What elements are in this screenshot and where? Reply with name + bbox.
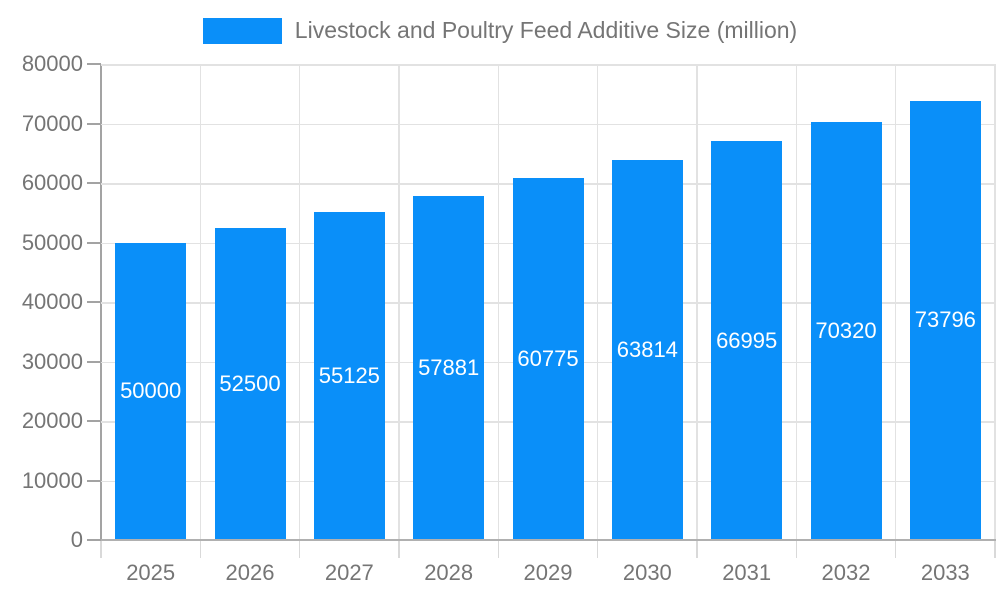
v-gridline-3 (398, 64, 400, 540)
v-gridline-6 (696, 64, 698, 540)
x-tick (100, 541, 102, 558)
legend-label: Livestock and Poultry Feed Additive Size… (294, 17, 798, 43)
y-tick-label: 70000 (21, 110, 83, 136)
bar-value-label: 66995 (716, 327, 778, 353)
bar-value-label: 50000 (120, 378, 182, 404)
bar-value-label: 63814 (616, 337, 678, 363)
v-gridline-8 (894, 64, 897, 540)
y-tick (87, 122, 101, 125)
v-gridline-4 (497, 64, 500, 540)
y-tick (87, 182, 101, 184)
h-gridline-80000 (101, 64, 995, 66)
y-tick (87, 241, 101, 244)
bar-2029: 60775 (512, 178, 584, 540)
x-tick (497, 541, 500, 558)
x-tick (596, 541, 599, 558)
y-tick-label: 50000 (21, 229, 83, 255)
plot-area: 50000 52500 55125 57881 60775 63814 66995 70320… (101, 64, 996, 540)
x-tick-label-2031: 2031 (722, 560, 772, 585)
x-tick-label-2030: 2030 (622, 560, 672, 585)
bar-value-label: 57881 (418, 354, 480, 380)
x-tick (298, 541, 301, 558)
x-tick (894, 541, 897, 558)
bar-2028: 57881 (413, 195, 485, 540)
x-tick (398, 541, 400, 558)
bar-2026: 52500 (214, 227, 286, 540)
v-gridline-2 (298, 64, 301, 540)
y-tick (87, 360, 101, 363)
bar-2025: 50000 (115, 242, 187, 540)
legend-swatch-icon (202, 17, 282, 44)
v-gridline-7 (795, 64, 798, 540)
x-tick-label-2028: 2028 (424, 560, 474, 585)
chart-legend: Livestock and Poultry Feed Additive Size… (0, 17, 1000, 44)
y-tick (87, 479, 101, 482)
x-tick-label-2033: 2033 (920, 560, 970, 585)
y-tick (87, 420, 101, 422)
y-tick-label: 30000 (21, 348, 83, 374)
bar-value-label: 70320 (815, 317, 877, 343)
y-axis-line (100, 64, 102, 557)
x-tick-label-2026: 2026 (225, 560, 275, 585)
x-tick-label-2032: 2032 (821, 560, 871, 585)
bar-2027: 55125 (313, 212, 385, 540)
x-tick-label-2025: 2025 (126, 560, 176, 585)
y-tick (87, 539, 101, 541)
h-gridline-70000 (101, 123, 995, 125)
x-tick-label-2029: 2029 (523, 560, 573, 585)
bar-value-label: 60775 (517, 346, 579, 372)
bar-2030: 63814 (611, 160, 683, 540)
bar-2031: 66995 (711, 141, 783, 540)
v-gridline-1 (199, 64, 202, 540)
y-tick-label: 20000 (21, 408, 83, 433)
v-gridline-9 (994, 64, 996, 540)
y-tick-label: 60000 (21, 170, 83, 195)
bar-value-label: 73796 (914, 307, 976, 333)
x-tick-label-2027: 2027 (324, 560, 374, 585)
y-tick-label: 10000 (21, 467, 83, 493)
bar-2033: 73796 (909, 100, 981, 540)
bar-2032: 70320 (810, 121, 882, 540)
y-tick-label: 0 (70, 527, 83, 552)
x-tick (696, 541, 698, 558)
x-axis-line (100, 539, 996, 541)
bar-value-label: 52500 (219, 370, 281, 396)
y-tick (87, 63, 101, 65)
x-tick (199, 541, 202, 558)
y-tick-label: 80000 (21, 51, 83, 76)
x-tick (994, 541, 996, 558)
x-tick (795, 541, 798, 558)
y-tick (87, 301, 101, 303)
y-tick-label: 40000 (21, 289, 83, 314)
bar-value-label: 55125 (318, 363, 380, 388)
v-gridline-5 (596, 64, 599, 540)
